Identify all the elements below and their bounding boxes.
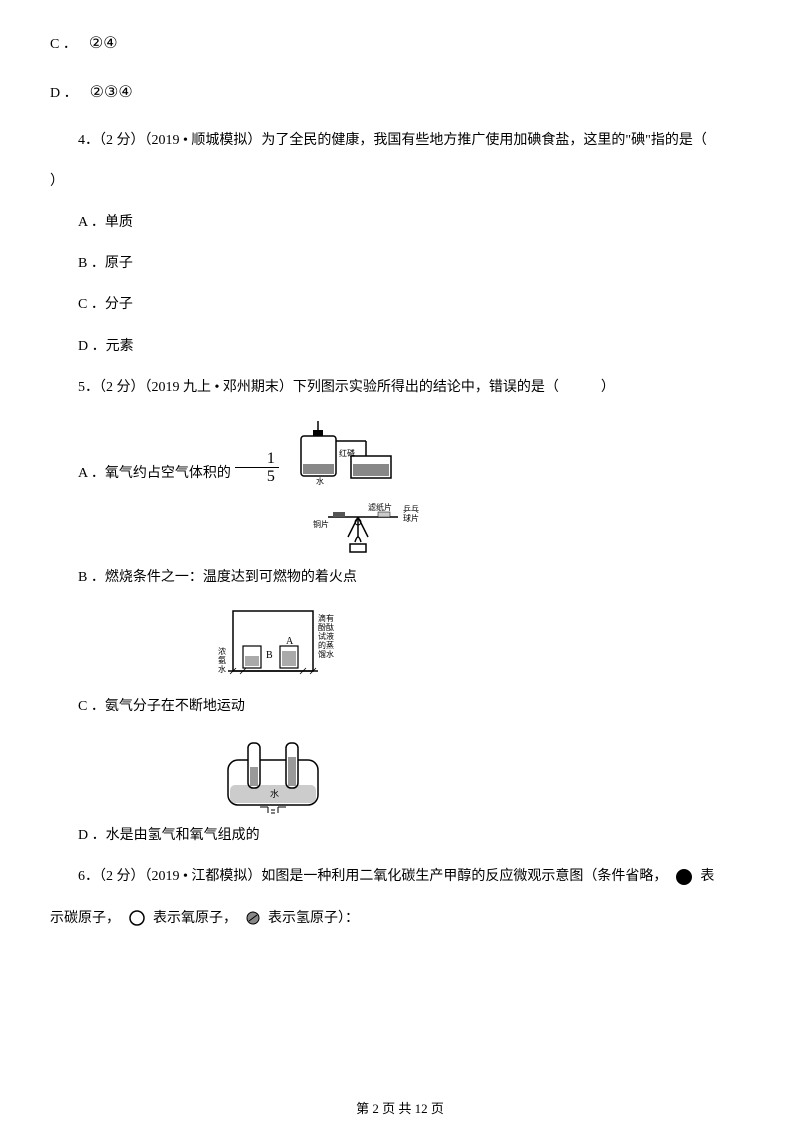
svg-text:球片: 球片	[403, 513, 419, 523]
q5-option-b: B ．燃烧条件之一：温度达到可燃物的着火点	[50, 565, 750, 590]
q6-text-2: 示碳原子，	[50, 911, 120, 926]
q5-option-a: A ．氧气约占空气体积的 1 5 红磷 水	[50, 416, 750, 486]
diagram-b-wrapper: 滤纸片 铜片 乒乓 球片	[78, 502, 750, 557]
option-c-row: C ． ②④	[50, 30, 750, 59]
question-4-close: ）	[50, 169, 750, 194]
label-water-d: 水	[270, 788, 279, 799]
fraction-one-fifth: 1 5	[235, 450, 279, 486]
svg-text:馏水: 馏水	[318, 649, 334, 659]
label-ball: 乒乓	[403, 504, 419, 514]
question-4-text: 4．（2 分）（2019 • 顺城模拟）为了全民的健康，我国有些地方推广使用加碘…	[50, 128, 750, 153]
q6-after-black: 表	[700, 869, 714, 884]
label-phenol: 滴有	[318, 613, 334, 623]
fraction-denominator: 5	[235, 468, 279, 486]
q6-text-3: 表示氧原子，	[153, 911, 237, 926]
svg-text:A: A	[286, 636, 294, 647]
page-footer: 第 2 页 共 12 页	[0, 1097, 800, 1120]
diagram-c-wrapper: B A 浓 氨 水 滴有 酚酞 试液 的蒸 馏水	[78, 606, 750, 686]
q4-option-c: C ．分子	[50, 292, 750, 317]
svg-text:水: 水	[218, 664, 226, 674]
q5-option-c: C ．氨气分子在不断地运动	[50, 694, 750, 719]
diagram-d-wrapper: 水	[78, 735, 750, 815]
oxygen-atom-icon	[128, 909, 146, 927]
option-d-value: ②③④	[90, 79, 133, 108]
diagram-d-apparatus: 水	[218, 735, 328, 815]
diagram-c-apparatus: B A 浓 氨 水 滴有 酚酞 试液 的蒸 馏水	[218, 606, 368, 686]
option-c-label: C ．	[50, 32, 77, 57]
label-water-a: 水	[316, 476, 324, 486]
q6-text-1: 6．（2 分）（2019 • 江都模拟）如图是一种利用二氧化碳生产甲醇的反应微观…	[78, 869, 667, 884]
carbon-atom-icon	[675, 868, 693, 886]
option-d-label: D ．	[50, 81, 78, 106]
q4-option-b: B ．原子	[50, 251, 750, 276]
svg-text:B: B	[266, 650, 273, 661]
option-c-value: ②④	[89, 30, 118, 59]
svg-text:氨: 氨	[218, 655, 226, 665]
fraction-numerator: 1	[235, 450, 279, 469]
diagram-a-apparatus: 红磷 水	[291, 416, 411, 486]
svg-text:酚酞: 酚酞	[318, 622, 334, 632]
q6-text-4: 表示氢原子）：	[268, 911, 359, 926]
label-red-phos: 红磷	[339, 448, 355, 458]
label-filter: 滤纸片	[368, 502, 392, 512]
question-6-line2: 示碳原子， 表示氧原子， 表示氢原子）：	[50, 906, 750, 931]
hydrogen-atom-icon	[245, 910, 261, 926]
svg-text:的蒸: 的蒸	[318, 640, 334, 650]
option-d-row: D ． ②③④	[50, 79, 750, 108]
q5-option-d: D ．水是由氢气和氧气组成的	[50, 823, 750, 848]
question-6-line1: 6．（2 分）（2019 • 江都模拟）如图是一种利用二氧化碳生产甲醇的反应微观…	[50, 864, 750, 889]
diagram-b-apparatus: 滤纸片 铜片 乒乓 球片	[308, 502, 438, 557]
label-copper: 铜片	[313, 519, 329, 529]
label-ammonia1: 浓	[218, 647, 226, 656]
q4-option-d: D ．元素	[50, 334, 750, 359]
question-5-text: 5．（2 分）（2019 九上 • 邓州期末）下列图示实验所得出的结论中，错误的…	[50, 375, 750, 400]
q4-option-a: A ．单质	[50, 210, 750, 235]
q5-a-text: A ．氧气约占空气体积的	[50, 461, 231, 486]
svg-text:试液: 试液	[318, 631, 334, 641]
